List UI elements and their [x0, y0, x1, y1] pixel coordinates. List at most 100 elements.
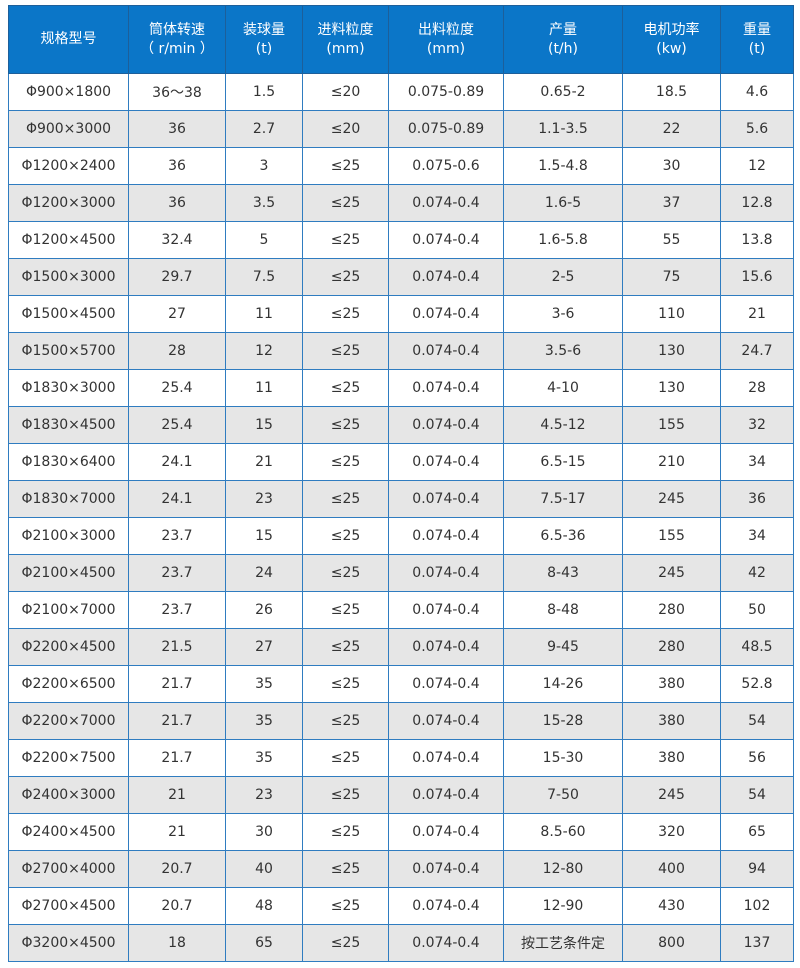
table-cell: 380 [622, 665, 721, 703]
header-text: 重量 [743, 21, 771, 38]
table-cell: 25.4 [128, 406, 226, 444]
table-cell: 21.7 [128, 702, 226, 740]
table-cell: 0.075-0.89 [388, 110, 504, 148]
table-cell: Φ1500×4500 [8, 295, 129, 333]
table-cell: Φ2100×4500 [8, 554, 129, 592]
table-cell: 15.6 [720, 258, 794, 296]
table-cell: 280 [622, 591, 721, 629]
table-cell: ≤25 [302, 850, 389, 888]
table-row: Φ2700×4500 20.7 48 ≤25 0.074-0.4 12-90 430 102 [8, 887, 794, 925]
table-cell: Φ1200×2400 [8, 147, 129, 185]
table-cell: 4-10 [503, 369, 623, 407]
table-cell: 102 [720, 887, 794, 925]
table-cell: Φ1500×3000 [8, 258, 129, 296]
table-cell: ≤25 [302, 554, 389, 592]
table-cell: 0.074-0.4 [388, 332, 504, 370]
table-cell: 0.074-0.4 [388, 887, 504, 925]
table-cell: 24.1 [128, 443, 226, 481]
table-cell: Φ2200×6500 [8, 665, 129, 703]
table-cell: 23.7 [128, 517, 226, 555]
header-text: 装球量 [243, 21, 285, 38]
table-cell: 380 [622, 739, 721, 777]
table-cell: 25.4 [128, 369, 226, 407]
table-cell: Φ2700×4000 [8, 850, 129, 888]
table-cell: 34 [720, 443, 794, 481]
table-cell: 18.5 [622, 73, 721, 111]
table-cell: ≤25 [302, 147, 389, 185]
table-cell: 21.7 [128, 665, 226, 703]
table-row: Φ1830×3000 25.4 11 ≤25 0.074-0.4 4-10 130 28 [8, 369, 794, 407]
table-cell: Φ1500×5700 [8, 332, 129, 370]
table-cell: 1.6-5 [503, 184, 623, 222]
table-row: Φ2700×4000 20.7 40 ≤25 0.074-0.4 12-80 400 94 [8, 850, 794, 888]
table-cell: 7.5 [225, 258, 303, 296]
table-cell: 15-28 [503, 702, 623, 740]
table-row: Φ2200×6500 21.7 35 ≤25 0.074-0.4 14-26 380 52.8 [8, 665, 794, 703]
table-row: Φ2400×4500 21 30 ≤25 0.074-0.4 8.5-60 320 65 [8, 813, 794, 851]
table-cell: 0.074-0.4 [388, 184, 504, 222]
table-cell: 6.5-36 [503, 517, 623, 555]
table-cell: 430 [622, 887, 721, 925]
table-cell: 0.074-0.4 [388, 813, 504, 851]
table-cell: 21 [720, 295, 794, 333]
table-cell: ≤25 [302, 369, 389, 407]
table-cell: 210 [622, 443, 721, 481]
header-text: (mm) [326, 40, 365, 57]
table-cell: 0.074-0.4 [388, 739, 504, 777]
table-cell: 4.6 [720, 73, 794, 111]
table-cell: 0.074-0.4 [388, 924, 504, 962]
table-cell: 35 [225, 739, 303, 777]
table-cell: ≤25 [302, 813, 389, 851]
table-row: Φ900×3000 36 2.7 ≤20 0.075-0.89 1.1-3.5 22 5.6 [8, 110, 794, 148]
table-cell: 24 [225, 554, 303, 592]
table-cell: Φ1830×4500 [8, 406, 129, 444]
table-cell: 48.5 [720, 628, 794, 666]
table-cell: 15-30 [503, 739, 623, 777]
table-cell: 0.074-0.4 [388, 517, 504, 555]
table-cell: 8-48 [503, 591, 623, 629]
table-cell: ≤25 [302, 258, 389, 296]
table-cell: Φ2400×4500 [8, 813, 129, 851]
table-cell: 36 [128, 110, 226, 148]
table-row: Φ900×1800 36～38 1.5 ≤20 0.075-0.89 0.65-2 18.5… [8, 73, 794, 111]
table-cell: 110 [622, 295, 721, 333]
table-cell: 50 [720, 591, 794, 629]
table-cell: 12 [225, 332, 303, 370]
table-cell: 155 [622, 517, 721, 555]
table-cell: 56 [720, 739, 794, 777]
table-cell: 55 [622, 221, 721, 259]
table-cell: 8-43 [503, 554, 623, 592]
table-cell: 42 [720, 554, 794, 592]
table-cell: Φ2700×4500 [8, 887, 129, 925]
table-cell: Φ1830×7000 [8, 480, 129, 518]
table-cell: Φ3200×4500 [8, 924, 129, 962]
table-cell: 15 [225, 517, 303, 555]
table-cell: 按工艺条件定 [503, 924, 623, 962]
table-cell: 21 [128, 813, 226, 851]
column-header: 电机功率 (kw) [622, 5, 721, 74]
table-row: Φ1500×4500 27 11 ≤25 0.074-0.4 3-6 110 21 [8, 295, 794, 333]
table-cell: 0.074-0.4 [388, 554, 504, 592]
header-text: 出料粒度 [418, 21, 474, 38]
table-cell: 35 [225, 702, 303, 740]
table-cell: 23.7 [128, 591, 226, 629]
table-row: Φ1200×2400 36 3 ≤25 0.075-0.6 1.5-4.8 30 12 [8, 147, 794, 185]
header-text: (kw) [656, 40, 687, 57]
table-cell: 1.5 [225, 73, 303, 111]
table-row: Φ2100×4500 23.7 24 ≤25 0.074-0.4 8-43 245 42 [8, 554, 794, 592]
table-cell: Φ1830×3000 [8, 369, 129, 407]
table-cell: 3.5 [225, 184, 303, 222]
table-cell: ≤25 [302, 480, 389, 518]
table-cell: ≤25 [302, 184, 389, 222]
table-cell: 0.074-0.4 [388, 369, 504, 407]
table-cell: 21 [128, 776, 226, 814]
header-text: 规格型号 [40, 31, 97, 47]
header-text: 产量 [549, 21, 577, 38]
table-cell: 245 [622, 776, 721, 814]
table-cell: 280 [622, 628, 721, 666]
table-row: Φ3200×4500 18 65 ≤25 0.074-0.4 按工艺条件定 800 137 [8, 924, 794, 962]
table-row: Φ1830×6400 24.1 21 ≤25 0.074-0.4 6.5-15 210 34 [8, 443, 794, 481]
table-cell: 6.5-15 [503, 443, 623, 481]
table-row: Φ2200×7500 21.7 35 ≤25 0.074-0.4 15-30 380 56 [8, 739, 794, 777]
table-cell: 0.074-0.4 [388, 295, 504, 333]
